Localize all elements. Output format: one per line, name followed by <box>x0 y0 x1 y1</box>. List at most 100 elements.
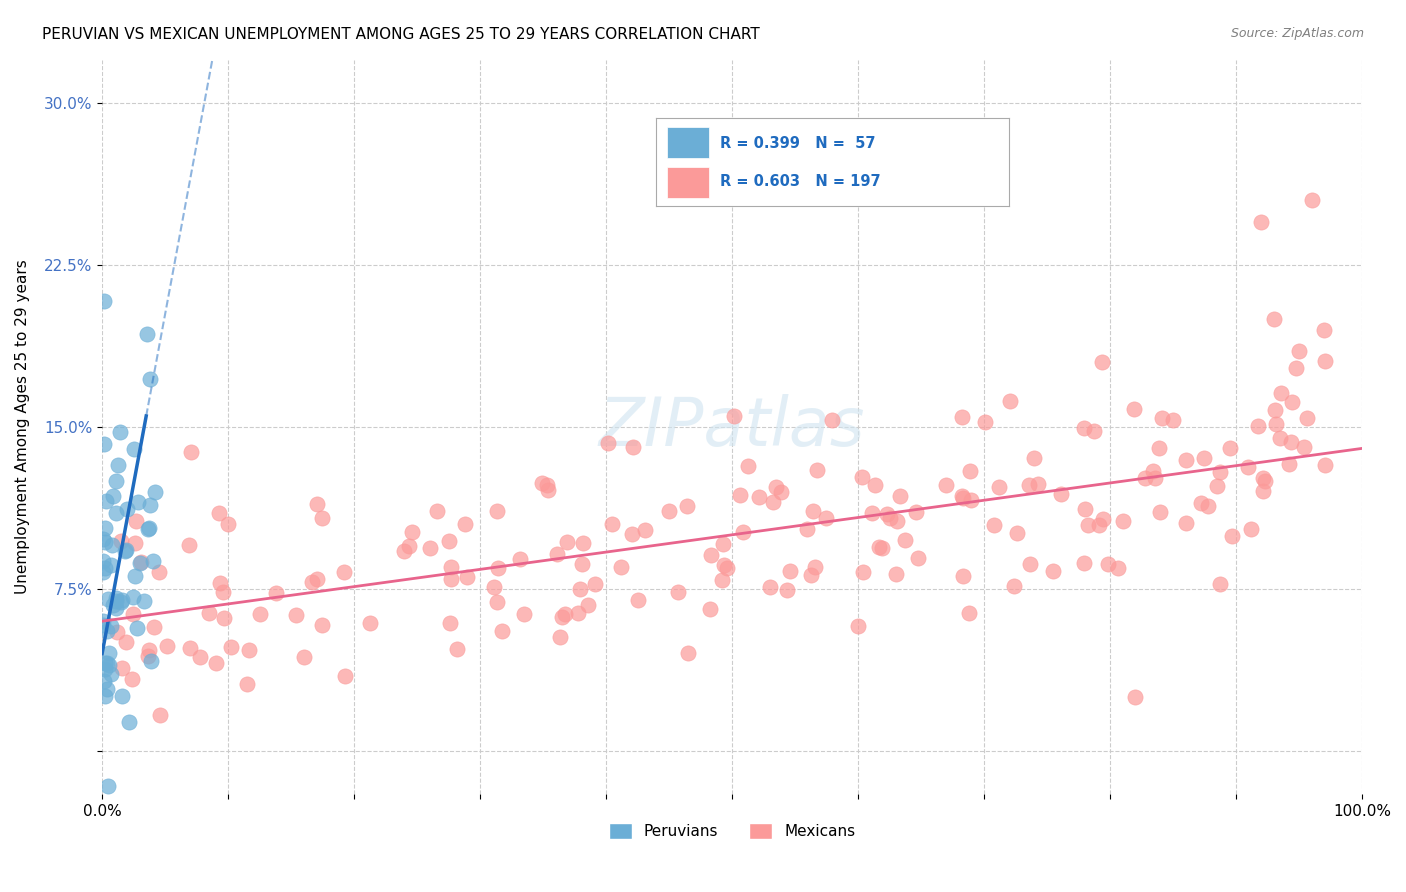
Point <box>1073 557 1095 571</box>
Point <box>111 661 134 675</box>
Point <box>486 595 509 609</box>
Point <box>115 543 138 558</box>
Point <box>419 541 441 555</box>
Point <box>121 590 143 604</box>
Point <box>124 536 146 550</box>
Point <box>426 504 449 518</box>
Point <box>1288 344 1310 359</box>
Legend: Peruvians, Mexicans: Peruvians, Mexicans <box>603 817 862 845</box>
Point <box>103 489 125 503</box>
Point <box>886 514 908 528</box>
Point <box>1209 466 1232 480</box>
Point <box>285 608 308 623</box>
Point <box>952 569 974 583</box>
Point <box>935 478 957 492</box>
Point <box>1250 214 1272 228</box>
Point <box>1149 505 1171 519</box>
Point <box>93 554 115 568</box>
Point <box>765 480 787 494</box>
Point <box>1083 425 1105 439</box>
Point <box>957 606 980 620</box>
Point <box>188 650 211 665</box>
Point <box>142 620 165 634</box>
Point <box>1026 476 1049 491</box>
Point <box>1107 561 1129 575</box>
Point <box>723 409 745 424</box>
Point <box>1144 471 1167 485</box>
Point <box>93 566 115 580</box>
Point <box>846 618 869 632</box>
Point <box>759 580 782 594</box>
Point <box>177 538 200 552</box>
Point <box>311 511 333 525</box>
Point <box>700 549 723 563</box>
Point <box>105 601 128 615</box>
Point <box>796 522 818 536</box>
Point <box>1091 512 1114 526</box>
Point <box>446 641 468 656</box>
Point <box>94 657 117 671</box>
Point <box>484 580 506 594</box>
Point <box>132 593 155 607</box>
Point <box>1240 522 1263 536</box>
Point <box>125 514 148 528</box>
Point <box>1247 418 1270 433</box>
Point <box>93 614 115 628</box>
Point <box>93 521 115 535</box>
Point <box>600 517 623 532</box>
Point <box>110 595 132 609</box>
Point <box>437 534 460 549</box>
Point <box>1074 501 1097 516</box>
Point <box>800 568 823 582</box>
Point <box>141 654 163 668</box>
Point <box>950 409 973 424</box>
Point <box>180 445 202 459</box>
Point <box>1077 518 1099 533</box>
Point <box>486 561 509 575</box>
Point <box>716 560 738 574</box>
Point <box>1123 690 1146 704</box>
Point <box>127 495 149 509</box>
Point <box>1209 576 1232 591</box>
Point <box>136 649 159 664</box>
Point <box>1022 450 1045 465</box>
Point <box>1050 487 1073 501</box>
Point <box>114 544 136 558</box>
Point <box>93 294 115 309</box>
Point <box>93 437 115 451</box>
Point <box>1197 500 1219 514</box>
Text: ZIPatlas: ZIPatlas <box>599 393 865 459</box>
Point <box>101 598 124 612</box>
Point <box>485 503 508 517</box>
Point <box>96 624 118 638</box>
Point <box>1292 440 1315 454</box>
Text: Source: ZipAtlas.com: Source: ZipAtlas.com <box>1230 27 1364 40</box>
Point <box>439 615 461 630</box>
Point <box>454 517 477 532</box>
Point <box>1147 442 1170 456</box>
Point <box>870 541 893 556</box>
Point <box>142 553 165 567</box>
Point <box>100 667 122 681</box>
Point <box>93 690 115 704</box>
Point <box>627 593 650 607</box>
Point <box>101 538 124 552</box>
Point <box>94 493 117 508</box>
Point <box>93 533 115 547</box>
Point <box>610 559 633 574</box>
Point <box>998 393 1021 408</box>
Point <box>1313 354 1336 368</box>
Point <box>711 537 734 551</box>
Point <box>1281 395 1303 409</box>
Point <box>394 544 416 558</box>
Point <box>118 714 141 729</box>
Point <box>713 558 735 572</box>
Point <box>676 499 699 513</box>
Point <box>97 591 120 606</box>
Point <box>1002 579 1025 593</box>
Point <box>531 475 554 490</box>
Point <box>983 517 1005 532</box>
Point <box>98 646 121 660</box>
Point <box>973 415 995 429</box>
Point <box>136 522 159 536</box>
